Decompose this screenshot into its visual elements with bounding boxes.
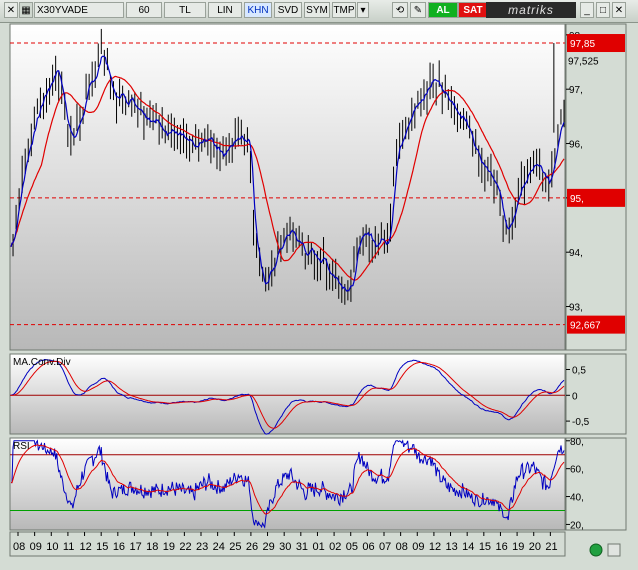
khn-button[interactable]: KHN xyxy=(244,2,272,18)
x-tick-label: 16 xyxy=(113,541,125,553)
level-label: 97,85 xyxy=(570,39,595,50)
x-tick-label: 24 xyxy=(213,541,225,553)
x-tick-label: 02 xyxy=(329,541,341,553)
x-tick-label: 15 xyxy=(96,541,108,553)
x-tick-label: 05 xyxy=(346,541,358,553)
x-tick-label: 11 xyxy=(63,541,74,553)
tmp-button[interactable]: TMP xyxy=(332,2,356,18)
x-tick-label: 09 xyxy=(30,541,42,553)
x-tick-label: 25 xyxy=(229,541,241,553)
scale-button[interactable]: LIN xyxy=(208,2,242,18)
tool-icon[interactable]: ✎ xyxy=(410,2,426,18)
rsi-tick-label: 80, xyxy=(570,437,584,448)
x-tick-label: 31 xyxy=(296,541,308,553)
x-tick-label: 06 xyxy=(362,541,374,553)
macd-tick-label: -0,5 xyxy=(572,417,590,428)
refresh-chart-icon xyxy=(589,543,603,557)
x-tick-label: 15 xyxy=(479,541,491,553)
x-tick-label: 23 xyxy=(196,541,208,553)
x-tick-label: 26 xyxy=(246,541,258,553)
x-tick-label: 18 xyxy=(146,541,158,553)
x-tick-label: 21 xyxy=(545,541,557,553)
panel-1 xyxy=(9,23,566,351)
symbol-field[interactable]: X30YVADE xyxy=(34,2,124,18)
axis-panel-3 xyxy=(565,437,627,531)
x-axis-panel xyxy=(9,531,566,557)
dropdown-arrow-icon[interactable]: ▾ xyxy=(357,2,369,18)
x-tick-label: 10 xyxy=(46,541,58,553)
price-tick-label: 93, xyxy=(569,303,583,314)
x-tick-label: 01 xyxy=(312,541,324,553)
macd-tick-label: 0,5 xyxy=(572,365,586,376)
level-badge xyxy=(567,188,625,207)
zoom-icon xyxy=(607,543,621,557)
x-tick-label: 09 xyxy=(412,541,424,553)
x-tick-label: 12 xyxy=(429,541,441,553)
maximize-icon[interactable]: □ xyxy=(596,2,610,18)
level-label: 92,667 xyxy=(570,321,601,332)
currency-button[interactable]: TL xyxy=(164,2,206,18)
x-tick-label: 14 xyxy=(462,541,474,553)
x-tick-label: 19 xyxy=(512,541,524,553)
price-tick-label: 94, xyxy=(569,248,583,259)
x-tick-label: 29 xyxy=(263,541,275,553)
sym-button[interactable]: SYM xyxy=(304,2,330,18)
period-button[interactable]: 60 xyxy=(126,2,162,18)
rsi-tick-label: 60, xyxy=(570,465,584,476)
macd-signal-line xyxy=(10,360,565,429)
macd-tick-label: 0 xyxy=(572,391,578,402)
rsi-tick-label: 20, xyxy=(570,520,584,531)
x-tick-label: 20 xyxy=(529,541,541,553)
close-icon[interactable]: ✕ xyxy=(612,2,626,18)
x-tick-label: 07 xyxy=(379,541,391,553)
sell-button[interactable]: SAT xyxy=(458,2,488,18)
x-tick-label: 30 xyxy=(279,541,291,553)
x-tick-label: 08 xyxy=(13,541,25,553)
last-price-label: 97,525 xyxy=(568,57,599,68)
rsi-title: RSI xyxy=(13,441,30,452)
toolbar: ✕ ▦ X30YVADE 60 TL LIN KHN SVD SYM TMP ▾… xyxy=(0,0,638,23)
price-tick-label: 97, xyxy=(569,85,583,96)
x-tick-label: 19 xyxy=(163,541,175,553)
x-tick-label: 13 xyxy=(446,541,458,553)
rsi-line xyxy=(11,439,565,529)
x-tick-label: 17 xyxy=(129,541,141,553)
axis-panel-2 xyxy=(565,353,627,435)
rsi-signal-line xyxy=(11,444,565,515)
macd-line xyxy=(10,359,565,435)
x-tick-label: 08 xyxy=(396,541,408,553)
brand-logo: matriks xyxy=(486,2,576,18)
macd-title: MA.Conv.Div xyxy=(13,357,71,368)
panel-2 xyxy=(9,353,566,435)
x-tick-label: 16 xyxy=(495,541,507,553)
level-label: 95, xyxy=(570,194,584,205)
x-tick-label: 22 xyxy=(179,541,191,553)
svd-button[interactable]: SVD xyxy=(274,2,302,18)
buy-button[interactable]: AL xyxy=(428,2,458,18)
refresh-icon[interactable]: ⟲ xyxy=(392,2,408,18)
moving-average-line xyxy=(10,75,565,281)
symbol-icon: ▦ xyxy=(19,2,33,18)
minimize-icon[interactable]: _ xyxy=(580,2,594,18)
level-badge xyxy=(567,34,625,53)
level-badge xyxy=(567,315,625,334)
panel-3 xyxy=(9,437,566,531)
axis-panel-1 xyxy=(565,23,627,351)
price-line xyxy=(10,55,565,292)
x-tick-label: 12 xyxy=(80,541,92,553)
rsi-tick-label: 40, xyxy=(570,493,584,504)
price-tick-label: 96, xyxy=(569,140,583,151)
close-window-button[interactable]: ✕ xyxy=(4,2,18,18)
